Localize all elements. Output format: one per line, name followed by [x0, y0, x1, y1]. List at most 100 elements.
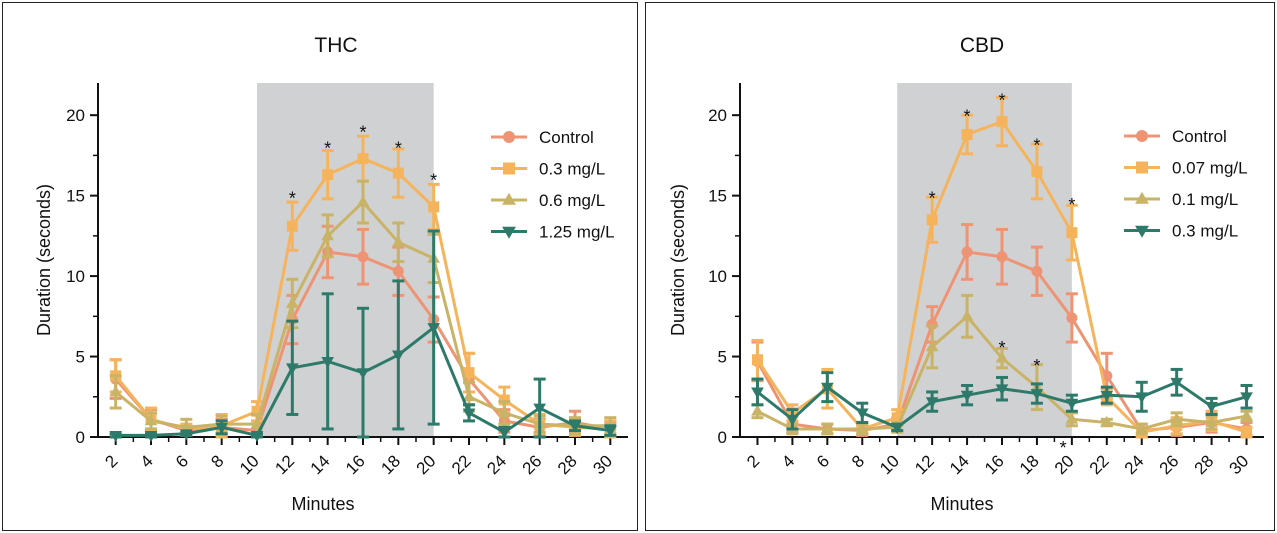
legend-label: 0.3 mg/L [539, 160, 605, 179]
data-point [463, 367, 475, 379]
data-point [1100, 390, 1114, 402]
data-point [1030, 389, 1044, 401]
y-tick-label: 15 [708, 187, 727, 206]
data-point [751, 387, 764, 399]
data-point [321, 356, 334, 368]
data-point [925, 340, 939, 352]
data-point [356, 368, 370, 380]
chart-title: CBD [960, 34, 1004, 57]
data-point [1065, 398, 1079, 410]
data-point [786, 414, 799, 426]
data-point [286, 296, 299, 308]
legend-marker [1136, 130, 1148, 142]
x-tick-label: 10 [236, 451, 263, 478]
data-point [392, 167, 404, 179]
y-tick-label: 10 [708, 267, 727, 286]
data-point [1170, 377, 1183, 389]
significance-marker: * [430, 171, 437, 191]
data-point [392, 350, 405, 362]
significance-marker: * [929, 188, 936, 208]
data-point [751, 354, 763, 366]
legend-marker [502, 192, 516, 205]
y-tick-label: 5 [76, 348, 85, 367]
x-tick-label: 30 [1226, 451, 1253, 478]
legend-marker [1135, 225, 1149, 238]
significance-marker: * [289, 188, 296, 208]
data-point [250, 417, 264, 429]
x-tick-label: 26 [519, 451, 546, 478]
significance-marker: * [1033, 356, 1040, 376]
data-point [498, 427, 511, 439]
x-axis-label: Minutes [930, 494, 993, 514]
data-point [392, 235, 405, 247]
x-tick-label: 24 [483, 451, 510, 478]
data-point [961, 128, 973, 140]
data-point [568, 421, 582, 433]
data-point [356, 195, 370, 207]
x-tick-label: 22 [448, 451, 475, 478]
data-point [960, 390, 974, 402]
y-axis-label: Duration (seconds) [34, 184, 54, 336]
legend-marker [503, 131, 515, 143]
thc-chart-panel: THC 0 5 10 15 20 2 4 6 8 10 12 14 16 18 20 22 24 26 28 30 Dur… [2, 2, 638, 531]
data-point [1100, 415, 1114, 427]
x-tick-label: 18 [1016, 451, 1043, 478]
data-point [427, 323, 440, 335]
x-tick-label: 28 [554, 451, 581, 478]
data-point [428, 201, 440, 213]
x-tick-label: 14 [307, 451, 334, 478]
x-tick-label: 18 [377, 451, 404, 478]
legend-label: 0.3 mg/L [1172, 222, 1238, 241]
x-tick-label: 4 [778, 451, 798, 471]
x-tick-label: 30 [589, 451, 616, 478]
shaded-region [897, 83, 1072, 437]
legend-marker [1136, 161, 1148, 174]
data-point [109, 385, 122, 397]
y-tick-label: 20 [708, 106, 727, 125]
data-point [961, 246, 973, 258]
data-point [1066, 312, 1078, 324]
data-point [357, 153, 369, 165]
data-point [144, 430, 158, 442]
x-tick-label: 22 [1086, 451, 1113, 478]
data-point [1135, 392, 1149, 404]
legend-label: 0.1 mg/L [1172, 190, 1238, 209]
data-point [821, 382, 834, 394]
legend-label: 0.07 mg/L [1172, 159, 1248, 178]
x-tick-label: 16 [981, 451, 1008, 478]
x-tick-label: 28 [1191, 451, 1218, 478]
significance-marker: * [998, 90, 1005, 110]
significance-marker: * [1033, 135, 1040, 155]
significance-marker: * [395, 139, 402, 159]
data-point [1031, 166, 1043, 177]
data-point [995, 351, 1009, 363]
significance-marker: * [998, 338, 1005, 358]
data-point [926, 214, 938, 226]
x-tick-label: 2 [743, 451, 763, 471]
x-tick-label: 6 [172, 451, 192, 471]
data-point [996, 251, 1008, 263]
series-3 [751, 367, 1253, 434]
data-point [357, 251, 369, 263]
x-tick-label: 16 [342, 451, 369, 478]
x-tick-label: 14 [946, 451, 973, 478]
data-point [821, 422, 834, 434]
legend-label: 1.25 mg/L [539, 223, 615, 242]
x-tick-label: 20 [413, 451, 440, 478]
y-axis-label: Duration (seconds) [668, 184, 688, 336]
y-tick-label: 0 [718, 428, 727, 447]
y-tick-label: 15 [66, 187, 85, 206]
x-axis-label: Minutes [291, 494, 354, 514]
significance-marker: * [359, 122, 366, 142]
data-point [321, 229, 334, 241]
series-2 [751, 293, 1253, 436]
data-point [890, 422, 904, 434]
data-point [392, 265, 404, 277]
data-point [462, 408, 476, 420]
data-point [1065, 412, 1079, 424]
data-point [286, 363, 299, 375]
x-tick-label: 24 [1121, 451, 1148, 478]
series-3 [109, 229, 617, 442]
